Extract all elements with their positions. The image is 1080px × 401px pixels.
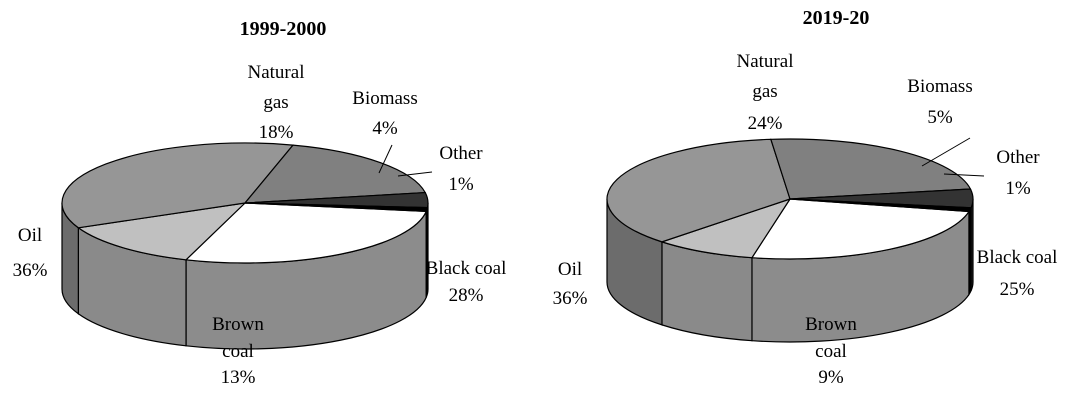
label-black-coal: Black coal 28%: [426, 258, 507, 306]
label-biomass: Biomass 4%: [352, 88, 417, 139]
label-brown-coal: Brown coal 9%: [805, 314, 857, 388]
label-name: Oil: [558, 259, 582, 280]
slice-oil: [61, 142, 295, 229]
label-name: gas: [752, 81, 777, 102]
leader-other: [943, 173, 985, 177]
label-name: Biomass: [907, 76, 972, 97]
slice-natural-gas: [770, 138, 972, 200]
label-black-coal: Black coal 25%: [977, 247, 1058, 300]
label-name: Brown: [212, 314, 264, 335]
slice-brown-coal: [76, 202, 247, 261]
label-name: Natural: [248, 62, 305, 83]
label-value: 36%: [553, 288, 588, 309]
label-value: 9%: [818, 367, 844, 388]
label-name: gas: [263, 92, 288, 113]
label-oil: Oil 36%: [553, 259, 588, 309]
label-value: 25%: [1000, 279, 1035, 300]
pie-sides: [606, 198, 974, 343]
leader-other: [397, 171, 433, 177]
label-natural-gas: Natural gas 18%: [248, 62, 305, 143]
pie-chart-2: 2019-20 Black coal 25% Brown coal 9% Oil 36% Nat…: [553, 7, 1058, 388]
slice-other: [789, 198, 972, 213]
slice-natural-gas: [243, 144, 427, 204]
side-other: [968, 207, 972, 297]
leader-biomass: [378, 144, 393, 174]
label-value: 36%: [13, 260, 48, 281]
label-other: Other 1%: [996, 147, 1040, 199]
slice-black-coal: [184, 202, 428, 264]
pie-top: [606, 138, 974, 260]
label-brown-coal: Brown coal 13%: [212, 314, 264, 388]
label-name: Natural: [737, 51, 794, 72]
chart-title: 1999-2000: [240, 18, 327, 40]
label-name: Brown: [805, 314, 857, 335]
label-value: 28%: [449, 285, 484, 306]
label-name: coal: [815, 341, 847, 362]
pie-top: [61, 142, 429, 264]
label-name: Black coal: [977, 247, 1058, 268]
label-value: 1%: [1005, 178, 1031, 199]
label-value: 24%: [748, 113, 783, 134]
label-value: 5%: [927, 107, 953, 128]
label-name: Other: [996, 147, 1040, 168]
side-other: [425, 207, 429, 298]
label-value: 13%: [221, 367, 256, 388]
label-name: Other: [439, 143, 483, 164]
label-natural-gas: Natural gas 24%: [737, 51, 794, 134]
label-other: Other 1%: [439, 143, 483, 195]
leader-biomass: [921, 137, 971, 167]
label-name: coal: [222, 341, 254, 362]
label-name: Oil: [18, 225, 42, 246]
chart-title: 2019-20: [803, 7, 870, 29]
slice-oil: [606, 138, 791, 243]
slice-black-coal: [750, 198, 971, 260]
label-biomass: Biomass 5%: [907, 76, 972, 128]
label-name: Black coal: [426, 258, 507, 279]
label-value: 18%: [259, 122, 294, 143]
label-value: 1%: [448, 174, 474, 195]
slice-brown-coal: [660, 197, 792, 259]
pie-sides: [61, 202, 429, 350]
slice-other: [244, 202, 429, 212]
label-value: 4%: [372, 118, 398, 139]
pie-chart-1: 1999-2000 Black coal 28% Brown coal 13% Oil 36%…: [13, 18, 507, 388]
label-name: Biomass: [352, 88, 417, 109]
label-oil: Oil 36%: [13, 225, 48, 281]
